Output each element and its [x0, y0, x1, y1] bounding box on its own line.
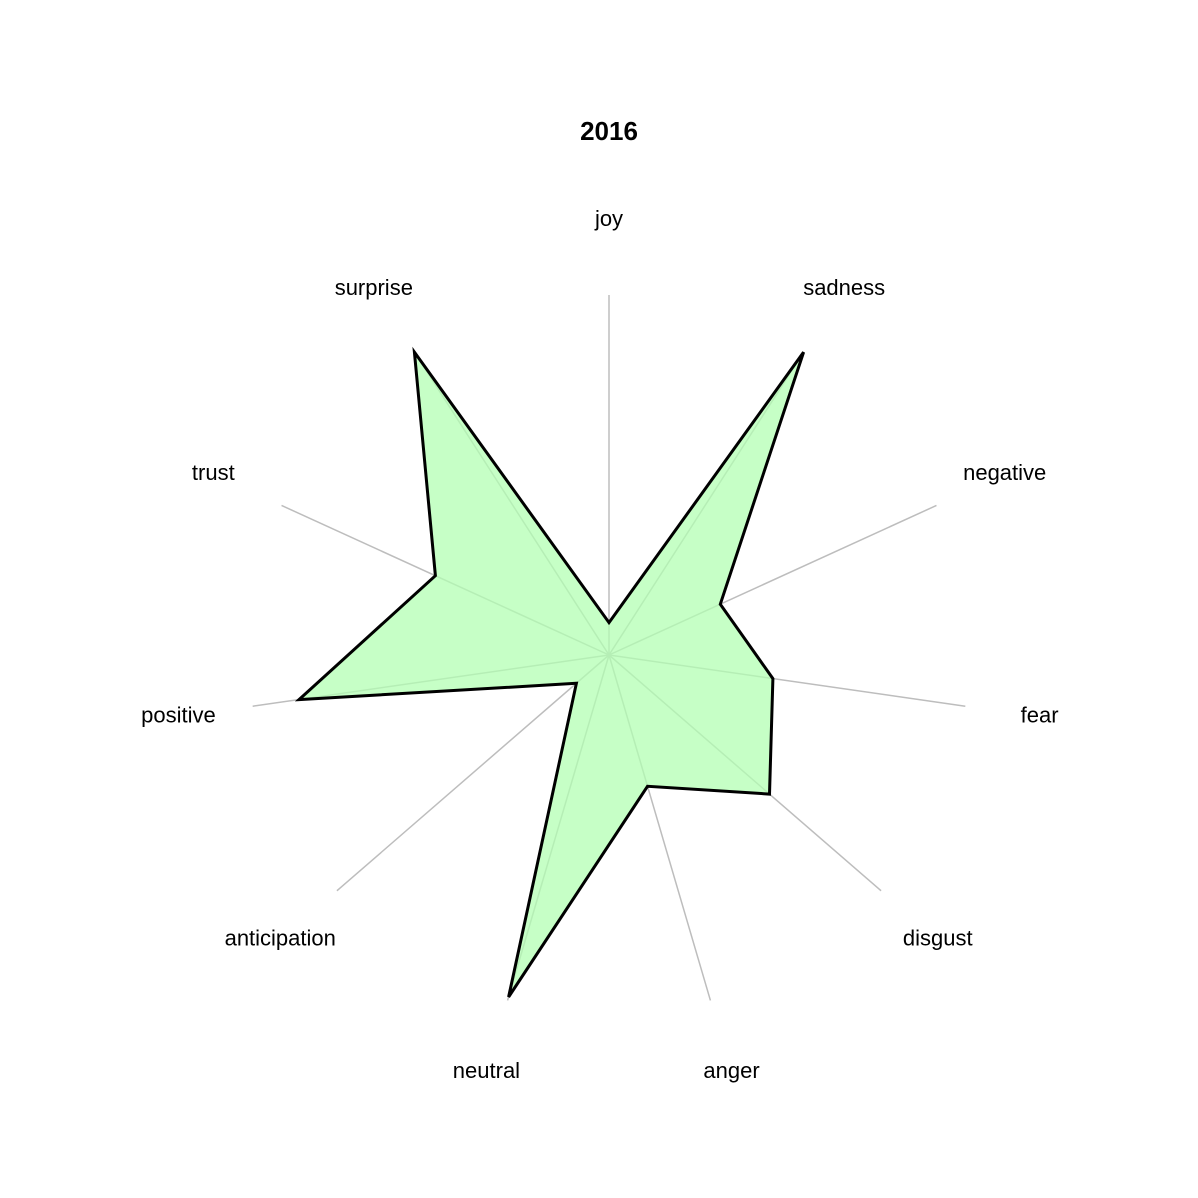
axis-label-anger: anger [703, 1058, 759, 1083]
axis-label-sadness: sadness [803, 275, 885, 300]
axis-label-disgust: disgust [903, 926, 973, 951]
chart-title: 2016 [580, 116, 638, 146]
axis-label-neutral: neutral [453, 1058, 520, 1083]
axis-label-joy: joy [594, 206, 623, 231]
axis-label-anticipation: anticipation [225, 926, 336, 951]
data-area [294, 346, 806, 998]
axis-label-trust: trust [192, 460, 235, 485]
axis-label-fear: fear [1021, 703, 1059, 728]
axis-labels: joy sadness negative fear disgust anger neutra… [141, 206, 1058, 1083]
axis-label-negative: negative [963, 460, 1046, 485]
axis-label-positive: positive [141, 703, 216, 728]
spoke-anticipation [336, 654, 610, 892]
axis-label-surprise: surprise [335, 275, 413, 300]
